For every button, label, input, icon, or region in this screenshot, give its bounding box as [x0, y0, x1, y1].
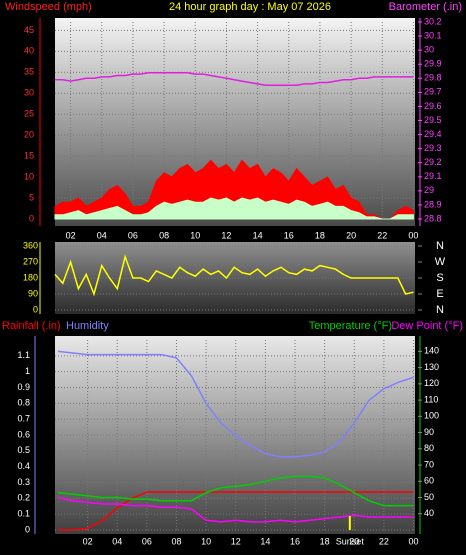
x-tick-label: 14 — [260, 536, 270, 546]
x-tick-label: 04 — [97, 230, 107, 240]
y2-tick-label: 140 — [424, 346, 439, 356]
y-tick-label: 0.8 — [17, 398, 30, 408]
y-tick-label: 40 — [24, 46, 34, 56]
x-tick-label: 02 — [66, 230, 76, 240]
y2-tick-label: 29 — [424, 185, 434, 195]
y-tick-label: 1.1 — [17, 350, 30, 360]
line — [55, 71, 414, 87]
y2-tick-label: 29.8 — [424, 73, 442, 83]
y2-tick-label: W — [435, 256, 446, 268]
y2-axis-label: Barometer (.in) — [389, 1, 462, 13]
y-tick-label: 0.5 — [17, 445, 30, 455]
x-tick-label: 18 — [315, 230, 325, 240]
line — [54, 254, 414, 297]
x-tick-label: 04 — [112, 536, 122, 546]
y2-tick-label: 90 — [424, 427, 434, 437]
x-tick-label: 14 — [253, 230, 263, 240]
y2-tick-label: 120 — [424, 378, 439, 388]
y-tick-label: 0.4 — [17, 461, 30, 471]
y2-tick-label: S — [436, 272, 443, 284]
y2-tick-label: 30 — [424, 45, 434, 55]
x-tick-label: 02 — [83, 536, 93, 546]
y-tick-label: 0.1 — [17, 509, 30, 519]
chart-title: 24 hour graph day : May 07 2026 — [169, 1, 331, 13]
y2-tick-label: 29.4 — [424, 129, 442, 139]
y-tick-label: 20 — [24, 130, 34, 140]
y2-tick-label: N — [436, 240, 444, 252]
x-tick-label: 16 — [284, 230, 294, 240]
y-tick-label: 180 — [23, 272, 38, 282]
y2-tick-label: 28.9 — [424, 199, 442, 209]
y-tick-label: 35 — [24, 67, 34, 77]
x-tick-label: 16 — [290, 536, 300, 546]
y-tick-label: 30 — [24, 88, 34, 98]
y-tick-label: 360 — [23, 240, 38, 250]
y-tick-label: 90 — [28, 288, 38, 298]
x-tick-label: 12 — [231, 536, 241, 546]
x-tick-label: 10 — [201, 536, 211, 546]
y2-tick-label: 50 — [424, 492, 434, 502]
y-tick-label: 1 — [25, 366, 30, 376]
y2-tick-label: 29.2 — [424, 157, 442, 167]
y-tick-label: 25 — [24, 109, 34, 119]
line — [57, 496, 414, 523]
x-tick-label: 22 — [377, 230, 387, 240]
line — [57, 350, 414, 458]
y-tick-label: 15 — [24, 151, 34, 161]
legend-label: Dew Point (°F) — [391, 320, 463, 332]
area — [54, 197, 414, 220]
y2-tick-label: 29.3 — [424, 143, 442, 153]
y2-tick-label: E — [436, 288, 443, 300]
x-tick-label: 00 — [409, 536, 419, 546]
x-tick-label: 22 — [379, 536, 389, 546]
x-tick-label: 20 — [346, 230, 356, 240]
y2-tick-label: 29.1 — [424, 171, 442, 181]
y-tick-label: 45 — [24, 25, 34, 35]
y2-tick-label: 60 — [424, 476, 434, 486]
y2-tick-label: 30.2 — [424, 16, 442, 26]
y2-tick-label: 40 — [424, 508, 434, 518]
x-tick-label: 06 — [142, 536, 152, 546]
x-tick-label: 20 — [349, 536, 359, 546]
y-tick-label: 0 — [29, 213, 34, 223]
y-tick-label: 0.9 — [17, 382, 30, 392]
x-tick-label: 08 — [159, 230, 169, 240]
annotation-label: Sunset — [336, 536, 365, 546]
x-tick-label: 08 — [171, 536, 181, 546]
x-tick-label: 00 — [408, 230, 418, 240]
y-tick-label: 0.6 — [17, 429, 30, 439]
y2-tick-label: 30.1 — [424, 30, 442, 40]
y-tick-label: 0.3 — [17, 477, 30, 487]
y2-tick-label: 29.9 — [424, 59, 442, 69]
y-tick-label: 0.2 — [17, 493, 30, 503]
y2-tick-label: 29.6 — [424, 101, 442, 111]
y-axis-label: Windspeed (mph) — [5, 1, 92, 13]
y2-tick-label: 80 — [424, 443, 434, 453]
y2-tick-label: 110 — [424, 394, 438, 404]
x-tick-label: 06 — [128, 230, 138, 240]
y2-tick-label: 100 — [424, 411, 439, 421]
legend-label: Rainfall (.in) — [2, 320, 61, 332]
y2-tick-label: N — [436, 304, 444, 316]
y2-tick-label: 28.8 — [424, 213, 442, 223]
x-tick-label: 12 — [221, 230, 231, 240]
y-tick-label: 0 — [25, 524, 30, 534]
x-tick-label: 10 — [190, 230, 200, 240]
y-tick-label: 0 — [33, 304, 38, 314]
y2-tick-label: 29.5 — [424, 115, 442, 125]
y2-tick-label: 130 — [424, 362, 439, 372]
legend-label: Temperature (°F) — [309, 320, 392, 332]
legend-label: Humidity — [66, 320, 109, 332]
y-tick-label: 10 — [24, 171, 34, 181]
y2-tick-label: 70 — [424, 459, 434, 469]
y-tick-label: 270 — [23, 256, 38, 266]
y-tick-label: 5 — [29, 192, 34, 202]
y-tick-label: 0.7 — [17, 414, 30, 424]
line — [57, 475, 414, 507]
y2-tick-label: 29.7 — [424, 87, 442, 97]
x-tick-label: 18 — [320, 536, 330, 546]
